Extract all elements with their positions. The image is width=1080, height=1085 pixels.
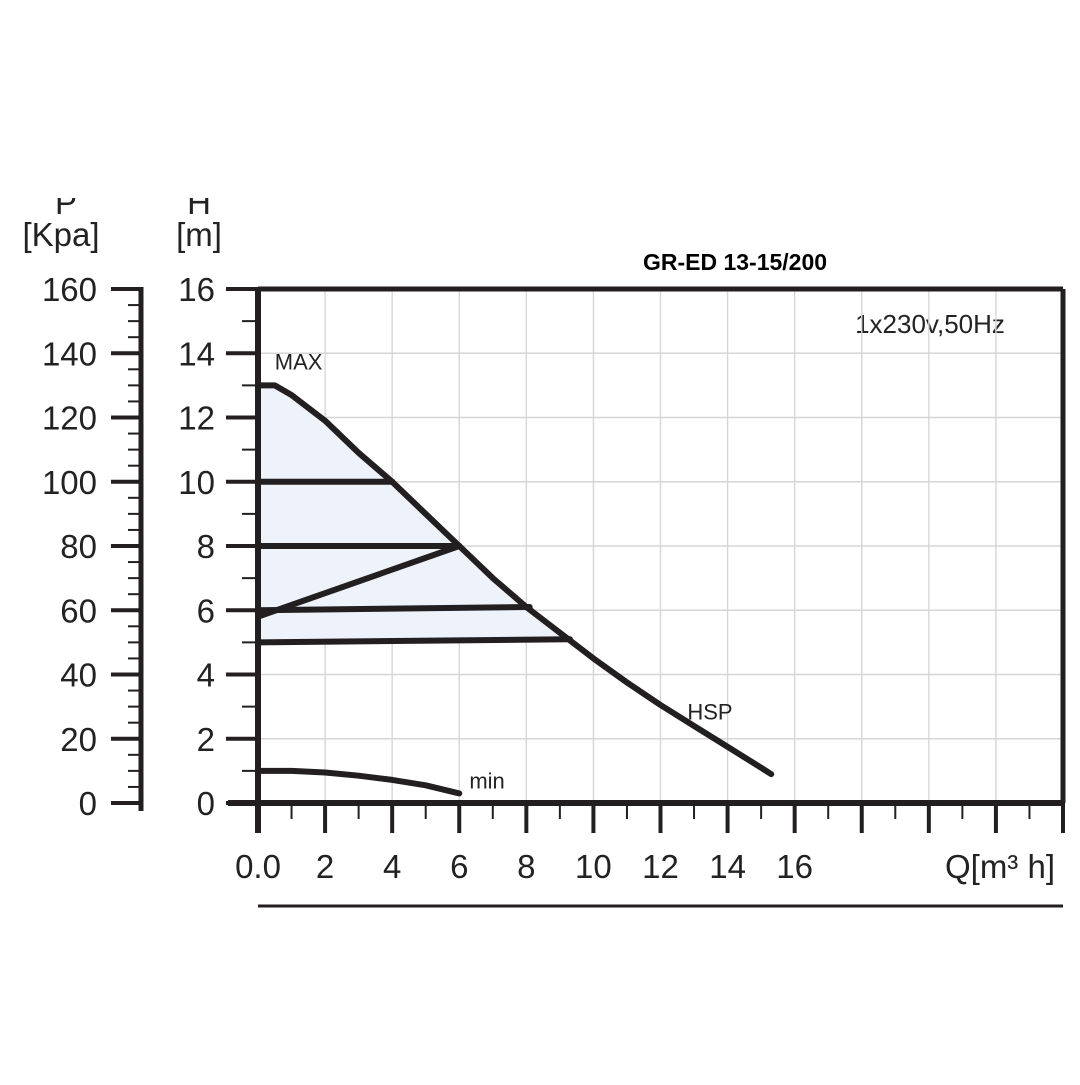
supply-annotation: 1x230v,50Hz [855,309,1005,339]
y-tick-label: 6 [197,592,215,629]
pressure-tick-label: 120 [42,400,97,437]
pressure-tick-label: 80 [60,528,97,565]
x-tick-label: 14 [709,848,746,885]
pressure-tick-label: 160 [42,271,97,308]
pressure-tick-label: 0 [79,785,97,822]
series-line-min [255,767,463,797]
x-tick-label: 10 [575,848,612,885]
y-tick-label: 14 [178,335,215,372]
x-tick-label: 16 [776,848,813,885]
x-tick-label: 12 [642,848,679,885]
y-tick-label: 16 [178,271,215,308]
left-axis-unit: [Kpa] [22,216,99,253]
series-label-max: MAX [275,349,323,374]
x-tick-label: 4 [383,848,401,885]
x-tick-label: 0.0 [235,848,281,885]
y-tick-label: 8 [197,528,215,565]
header-mask [0,170,280,198]
axes [111,286,1066,908]
y-axis-unit: [m] [176,216,222,253]
pressure-tick-label: 60 [60,592,97,629]
series-label-hsp: HSP [687,699,732,724]
pressure-tick-label: 20 [60,721,97,758]
y-tick-label: 10 [178,464,215,501]
operating-line [255,636,573,646]
x-tick-label: 8 [517,848,535,885]
y-tick-label: 12 [178,400,215,437]
x-axis-label: Q[m³ h] [945,848,1055,885]
pressure-tick-label: 40 [60,657,97,694]
y-tick-label: 4 [197,657,215,694]
pressure-tick-label: 100 [42,464,97,501]
curves [255,382,775,797]
chart-title: GR-ED 13-15/200 [643,249,827,275]
y-tick-label: 0 [197,785,215,822]
series-label-min: min [469,769,504,794]
pressure-tick-label: 140 [42,335,97,372]
operating-line [255,543,463,620]
operating-line [255,604,533,614]
y-tick-label: 2 [197,721,215,758]
x-tick-label: 2 [316,848,334,885]
x-tick-label: 6 [450,848,468,885]
series-line-hsp [556,629,775,778]
